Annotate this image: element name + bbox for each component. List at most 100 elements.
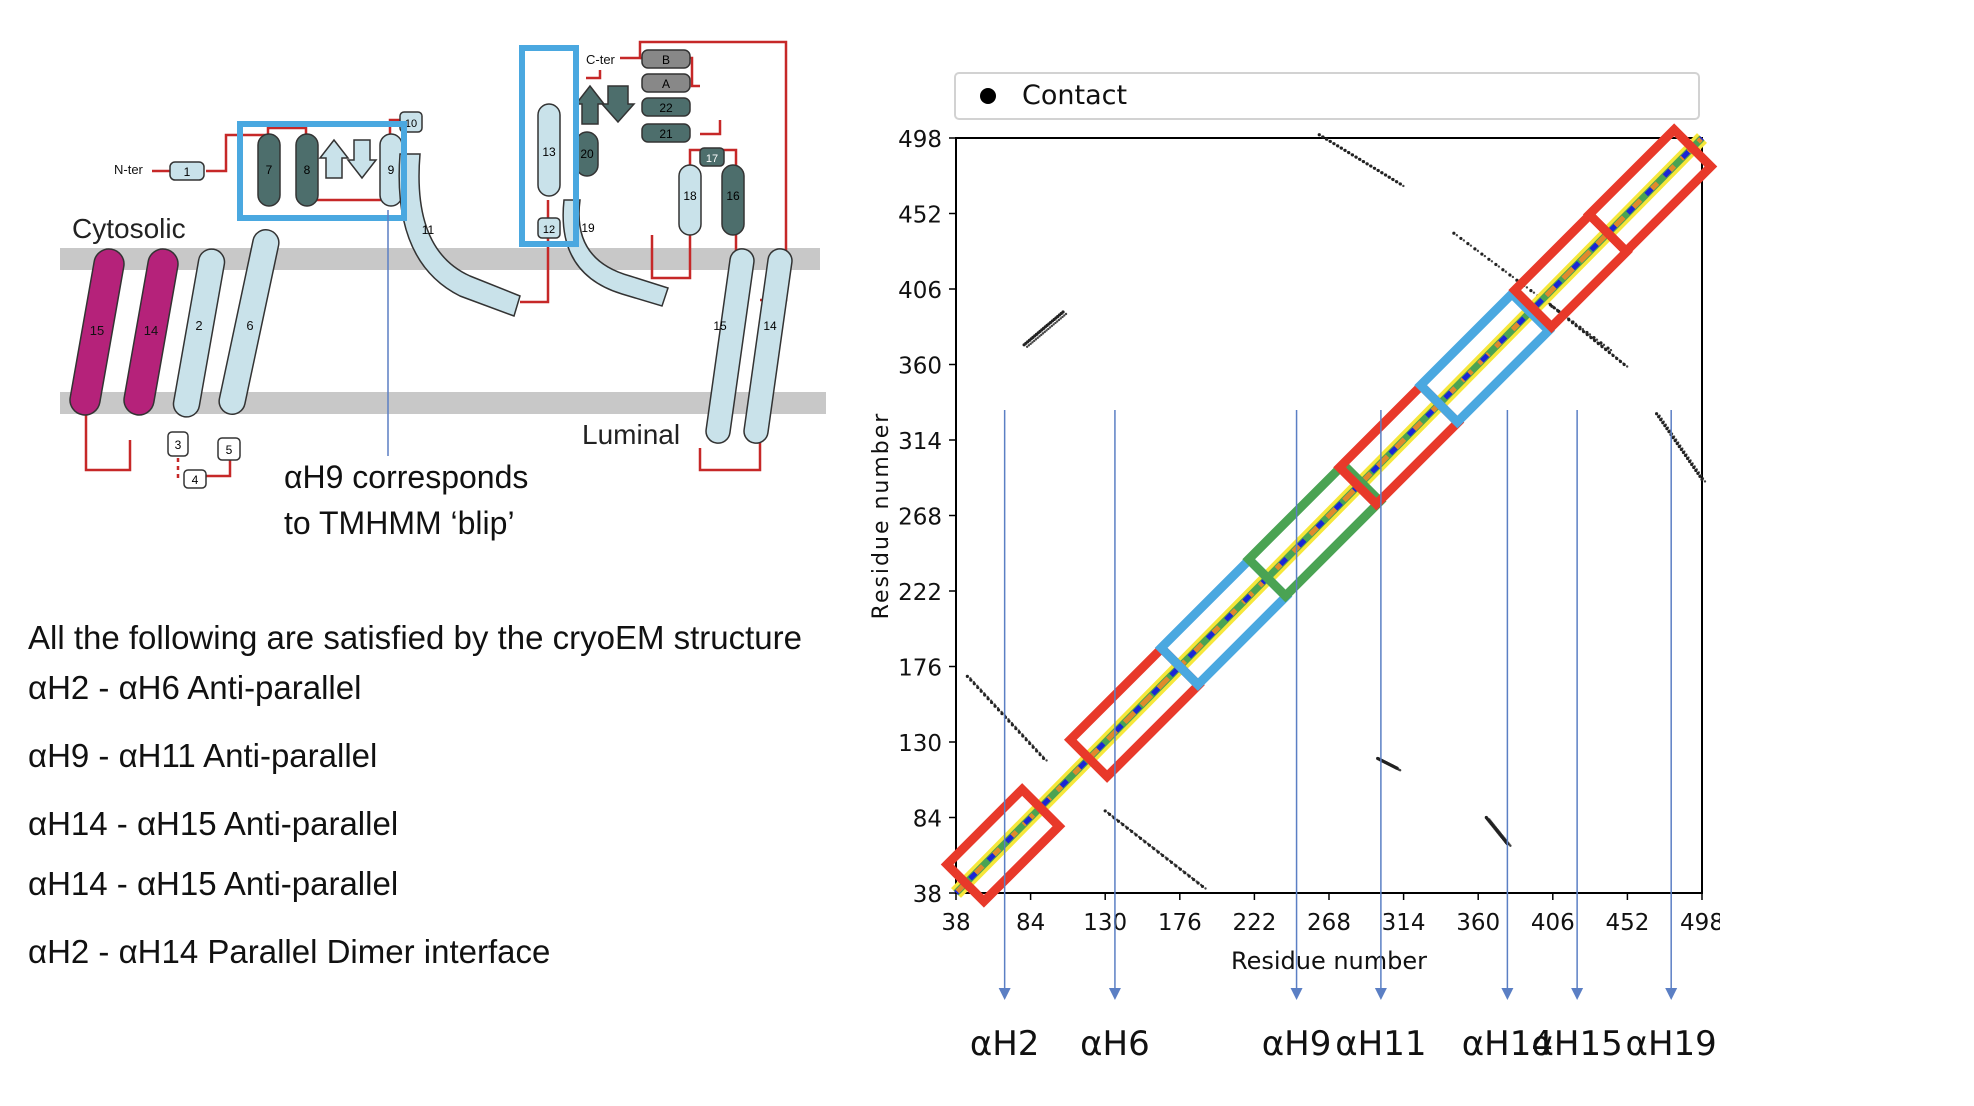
contact-point: [1615, 356, 1619, 361]
contact-point: [1025, 345, 1029, 349]
contact-point: [1055, 320, 1059, 323]
contact-point: [1657, 415, 1661, 419]
contact-point: [1130, 829, 1134, 834]
contact-point: [1014, 726, 1018, 731]
contact-point: [1325, 137, 1329, 141]
contact-point: [1480, 252, 1484, 256]
y-tick-label: 314: [898, 429, 942, 455]
contact-point: [1387, 175, 1391, 179]
contact-point: [1391, 177, 1395, 182]
contact-point: [1504, 270, 1508, 273]
loop-11-12: [520, 228, 550, 304]
contact-point: [1332, 142, 1336, 146]
element-a-label: A: [662, 77, 670, 91]
y-tick-label: 498: [898, 127, 942, 153]
contact-point: [1029, 342, 1032, 346]
contact-point: [1679, 447, 1683, 452]
contact-point: [1317, 133, 1321, 137]
contact-point: [1032, 339, 1036, 343]
contact-point: [1125, 826, 1129, 830]
contact-point: [1567, 318, 1571, 322]
contact-point: [1361, 159, 1366, 164]
contact-point: [1103, 809, 1107, 813]
contact-point: [1045, 329, 1048, 332]
x-tick-label: 84: [1016, 910, 1045, 936]
contact-point: [1354, 155, 1358, 159]
contact-point: [1466, 242, 1470, 246]
contact-point: [1589, 336, 1593, 340]
contact-point: [1552, 306, 1556, 310]
contact-point: [1152, 847, 1156, 851]
element-a: [641, 73, 691, 93]
contact-point: [1041, 756, 1046, 761]
luminal-label: Luminal: [582, 419, 680, 450]
contact-point: [1196, 881, 1200, 885]
helix-label: αH9: [1261, 1024, 1332, 1064]
contact-point: [1040, 333, 1043, 337]
contact-point: [1688, 459, 1692, 464]
contact-point: [1183, 871, 1187, 875]
helix-2-label: 2: [195, 318, 202, 333]
contact-point: [1050, 324, 1054, 328]
strand-down-icon: [346, 139, 378, 180]
contact-point: [1532, 291, 1536, 294]
x-tick-label: 360: [1456, 910, 1500, 936]
contact-point: [990, 700, 994, 705]
helix-11: [398, 153, 521, 317]
contact-point: [1165, 857, 1169, 861]
contact-point: [1339, 146, 1343, 150]
contact-point: [1052, 323, 1055, 326]
contact-point: [1178, 867, 1182, 871]
contact-point: [1365, 162, 1369, 166]
contact-point: [1200, 884, 1205, 889]
x-tick-label: 222: [1232, 910, 1276, 936]
constraint-item: αH14 - αH15 Anti-parallel: [28, 805, 399, 842]
contact-point: [1035, 749, 1039, 753]
contact-point: [1582, 330, 1586, 334]
contact-point: [1494, 262, 1498, 267]
contact-point: [976, 685, 980, 690]
helix-19-label: 19: [581, 221, 595, 235]
contact-point: [1108, 812, 1112, 816]
contact-point: [1525, 286, 1529, 289]
helix-16-label: 16: [726, 189, 740, 203]
helix-arrowhead-icon: [998, 988, 1011, 1000]
contact-point: [1602, 343, 1606, 347]
constraint-item: αH14 - αH15 Anti-parallel: [28, 865, 399, 902]
contact-point: [969, 678, 973, 682]
helix-arrowhead-icon: [1290, 988, 1303, 1000]
contact-point: [1395, 180, 1399, 184]
contact-point: [1369, 164, 1373, 168]
contact-point: [1395, 766, 1399, 770]
x-tick-label: 452: [1605, 910, 1649, 936]
helix-14-left-label: 14: [144, 323, 158, 338]
y-tick-label: 84: [913, 807, 942, 833]
contact-point: [1665, 427, 1669, 431]
helix-7: [257, 133, 281, 207]
contact-point: [965, 674, 969, 678]
contact-point: [1585, 333, 1589, 337]
legend-marker-icon: [980, 88, 996, 104]
contact-point: [1358, 157, 1362, 161]
y-tick-label: 130: [898, 731, 942, 757]
contact-point: [1698, 474, 1702, 479]
contact-point: [1116, 819, 1121, 823]
c-ter-label: C-ter: [586, 52, 616, 67]
helix-arrowhead-icon: [1501, 988, 1514, 1000]
helix-8: [295, 133, 319, 207]
contact-point: [1161, 853, 1165, 858]
x-tick-label: 130: [1083, 910, 1127, 936]
contact-point: [1469, 244, 1473, 247]
contact-point: [1376, 168, 1380, 173]
helix-21: [641, 123, 691, 143]
helix-9-label: 9: [388, 163, 395, 177]
x-tick-label: 268: [1307, 910, 1351, 936]
y-axis-label: Residue number: [869, 412, 894, 620]
contact-point: [1061, 315, 1064, 319]
helix-18-label: 18: [683, 189, 697, 203]
contact-point: [993, 704, 997, 708]
contact-point: [1659, 418, 1663, 422]
contact-point: [979, 689, 983, 693]
helix-11-label: 11: [422, 223, 435, 237]
constraints-intro: All the following are satisfied by the c…: [28, 619, 803, 656]
